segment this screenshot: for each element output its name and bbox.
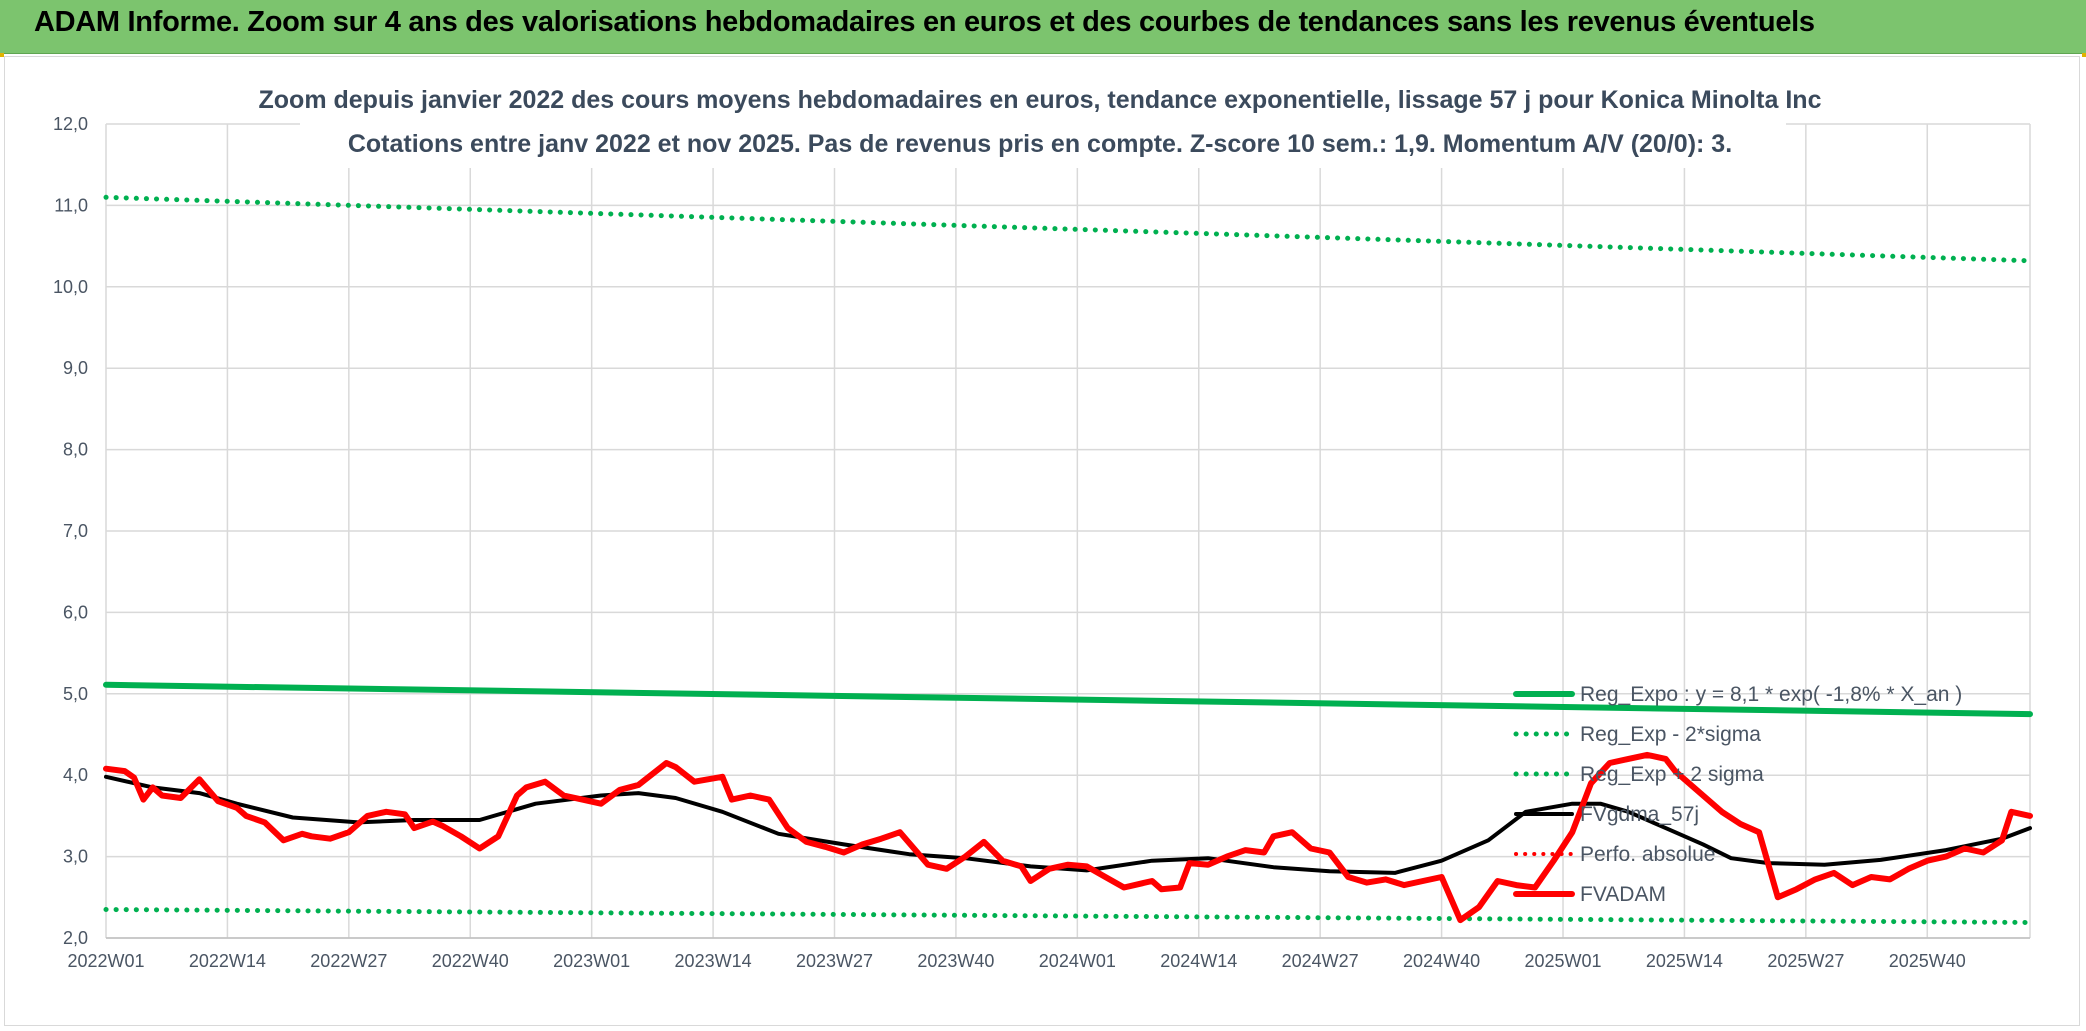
y-tick-label: 2,0 bbox=[63, 928, 88, 948]
x-tick-label: 2022W27 bbox=[310, 951, 387, 971]
title-backdrop bbox=[300, 76, 1786, 168]
x-tick-label: 2022W01 bbox=[67, 951, 144, 971]
series-fvadam bbox=[103, 751, 2033, 924]
legend-label: Perfo. absolue bbox=[1580, 843, 1715, 866]
x-tick-label: 2025W27 bbox=[1767, 951, 1844, 971]
x-tick-label: 2023W14 bbox=[675, 951, 752, 971]
x-tick-label: 2023W40 bbox=[917, 951, 994, 971]
x-tick-label: 2025W40 bbox=[1889, 951, 1966, 971]
x-tick-label: 2025W14 bbox=[1646, 951, 1723, 971]
x-tick-label: 2024W27 bbox=[1282, 951, 1359, 971]
report-banner: ADAM Informe. Zoom sur 4 ans des valoris… bbox=[0, 0, 2086, 54]
x-tick-label: 2024W40 bbox=[1403, 951, 1480, 971]
series-reg-minus-2sigma bbox=[103, 907, 2033, 925]
y-tick-label: 7,0 bbox=[63, 521, 88, 541]
corner-accent-right bbox=[2082, 53, 2086, 57]
series-reg-expo bbox=[103, 681, 2033, 718]
legend-label: Reg_Exp - 2*sigma bbox=[1580, 723, 1761, 746]
grid-layer bbox=[105, 123, 2031, 939]
x-tick-label: 2025W01 bbox=[1524, 951, 1601, 971]
y-tick-label: 3,0 bbox=[63, 847, 88, 867]
y-tick-label: 9,0 bbox=[63, 358, 88, 378]
chart-frame bbox=[4, 56, 2080, 1026]
legend-label: FVgdma_57j bbox=[1580, 803, 1699, 826]
axis-layer: 2,0 3,0 4,0 5,0 6,0 7,0 8,0 9,0 10,0 11,0 12,0 2022… bbox=[53, 114, 2030, 971]
x-tick-label: 2023W01 bbox=[553, 951, 630, 971]
x-tick-label: 2022W14 bbox=[189, 951, 266, 971]
series-layer bbox=[103, 194, 2033, 925]
chart-title-line-2: Cotations entre janv 2022 et nov 2025. P… bbox=[348, 130, 1732, 158]
legend: Reg_Expo : y = 8,1 * exp( -1,8% * X_an )… bbox=[1513, 683, 1962, 906]
y-tick-label: 5,0 bbox=[63, 684, 88, 704]
y-tick-label: 10,0 bbox=[53, 277, 88, 297]
corner-accent-left bbox=[0, 53, 4, 57]
chart-title-line-1: Zoom depuis janvier 2022 des cours moyen… bbox=[259, 86, 1822, 114]
y-tick-label: 4,0 bbox=[63, 765, 88, 785]
y-tick-label: 12,0 bbox=[53, 114, 88, 134]
x-tick-label: 2024W14 bbox=[1160, 951, 1237, 971]
x-tick-label: 2022W40 bbox=[432, 951, 509, 971]
series-reg-plus-2sigma bbox=[103, 194, 2033, 264]
y-tick-label: 6,0 bbox=[63, 602, 88, 622]
legend-label: Reg_Exp + 2 sigma bbox=[1580, 763, 1764, 786]
legend-label: FVADAM bbox=[1580, 883, 1666, 906]
report-title: ADAM Informe. Zoom sur 4 ans des valoris… bbox=[34, 6, 1815, 38]
x-tick-label: 2023W27 bbox=[796, 951, 873, 971]
y-tick-label: 8,0 bbox=[63, 440, 88, 460]
legend-label: Reg_Expo : y = 8,1 * exp( -1,8% * X_an ) bbox=[1580, 683, 1962, 706]
x-tick-label: 2024W01 bbox=[1039, 951, 1116, 971]
y-tick-label: 11,0 bbox=[54, 195, 88, 215]
